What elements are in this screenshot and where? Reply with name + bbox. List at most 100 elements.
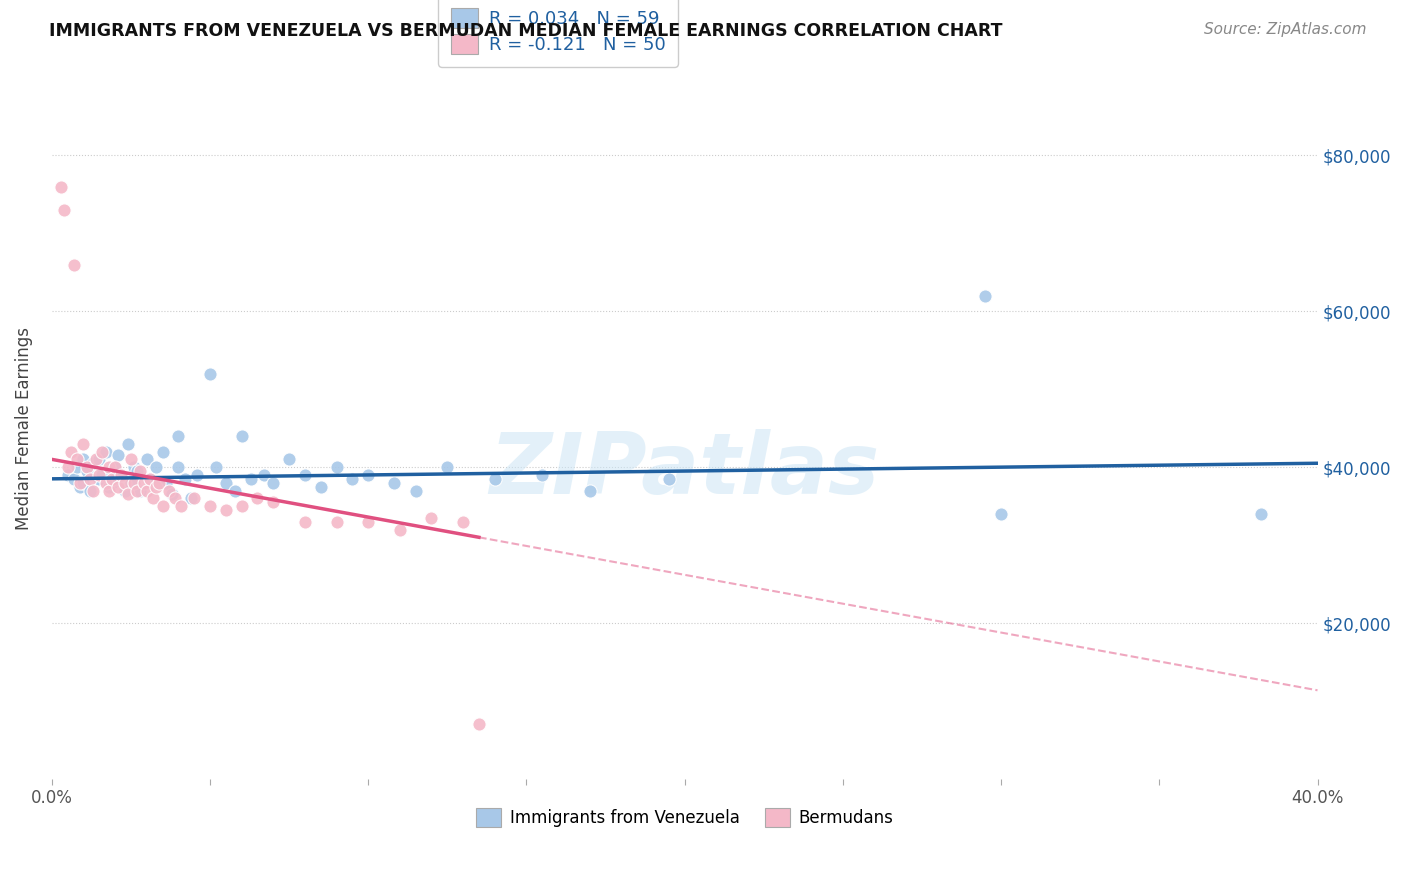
Point — [148, 475, 170, 490]
Point — [342, 472, 364, 486]
Point — [231, 429, 253, 443]
Point — [240, 472, 263, 486]
Point — [388, 523, 411, 537]
Point — [198, 367, 221, 381]
Point — [231, 499, 253, 513]
Point — [104, 472, 127, 486]
Point — [94, 475, 117, 490]
Point — [157, 483, 180, 498]
Point — [135, 452, 157, 467]
Point — [91, 467, 114, 482]
Point — [145, 480, 167, 494]
Legend: Immigrants from Venezuela, Bermudans: Immigrants from Venezuela, Bermudans — [470, 802, 900, 834]
Point — [79, 483, 101, 498]
Point — [405, 483, 427, 498]
Point — [97, 460, 120, 475]
Point — [325, 460, 347, 475]
Point — [53, 202, 76, 217]
Point — [117, 436, 139, 450]
Point — [63, 258, 86, 272]
Point — [531, 467, 554, 482]
Point — [122, 475, 145, 490]
Point — [139, 472, 162, 486]
Point — [97, 480, 120, 494]
Point — [294, 467, 316, 482]
Point — [309, 480, 332, 494]
Point — [294, 515, 316, 529]
Point — [94, 444, 117, 458]
Point — [183, 491, 205, 506]
Point — [155, 475, 177, 490]
Point — [180, 491, 202, 506]
Point — [104, 460, 127, 475]
Point — [262, 475, 284, 490]
Text: Source: ZipAtlas.com: Source: ZipAtlas.com — [1204, 22, 1367, 37]
Point — [160, 487, 183, 501]
Point — [69, 480, 91, 494]
Point — [117, 487, 139, 501]
Point — [66, 452, 89, 467]
Point — [132, 475, 155, 490]
Point — [484, 472, 506, 486]
Point — [357, 515, 380, 529]
Point — [198, 499, 221, 513]
Point — [382, 475, 405, 490]
Point — [205, 460, 228, 475]
Point — [224, 483, 246, 498]
Point — [89, 452, 111, 467]
Point — [122, 460, 145, 475]
Point — [79, 472, 101, 486]
Point — [451, 515, 474, 529]
Point — [129, 464, 152, 478]
Point — [262, 495, 284, 509]
Point — [120, 475, 142, 490]
Point — [89, 467, 111, 482]
Point — [76, 460, 98, 475]
Point — [152, 444, 174, 458]
Point — [142, 491, 165, 506]
Point — [990, 507, 1012, 521]
Point — [325, 515, 347, 529]
Point — [420, 511, 443, 525]
Text: ZIPatlas: ZIPatlas — [489, 429, 880, 512]
Point — [51, 179, 73, 194]
Point — [89, 472, 111, 486]
Point — [110, 467, 132, 482]
Point — [246, 491, 269, 506]
Point — [56, 460, 79, 475]
Point — [101, 472, 124, 486]
Point — [101, 475, 124, 490]
Point — [278, 452, 301, 467]
Text: IMMIGRANTS FROM VENEZUELA VS BERMUDAN MEDIAN FEMALE EARNINGS CORRELATION CHART: IMMIGRANTS FROM VENEZUELA VS BERMUDAN ME… — [49, 22, 1002, 40]
Point — [170, 499, 193, 513]
Point — [253, 467, 276, 482]
Point — [357, 467, 380, 482]
Point — [110, 467, 132, 482]
Point — [173, 472, 195, 486]
Point — [114, 475, 136, 490]
Point — [127, 464, 149, 478]
Point — [658, 472, 681, 486]
Point — [974, 288, 997, 302]
Point — [72, 475, 94, 490]
Point — [107, 480, 129, 494]
Point — [82, 483, 104, 498]
Point — [84, 452, 107, 467]
Point — [91, 444, 114, 458]
Point — [578, 483, 600, 498]
Point — [76, 464, 98, 478]
Point — [104, 460, 127, 475]
Point — [215, 503, 238, 517]
Point — [72, 452, 94, 467]
Point — [1250, 507, 1272, 521]
Point — [436, 460, 458, 475]
Point — [97, 483, 120, 498]
Point — [63, 472, 86, 486]
Y-axis label: Median Female Earnings: Median Female Earnings — [15, 326, 32, 530]
Point — [186, 467, 208, 482]
Point — [167, 429, 190, 443]
Point — [114, 483, 136, 498]
Point — [120, 452, 142, 467]
Point — [69, 475, 91, 490]
Point — [129, 483, 152, 498]
